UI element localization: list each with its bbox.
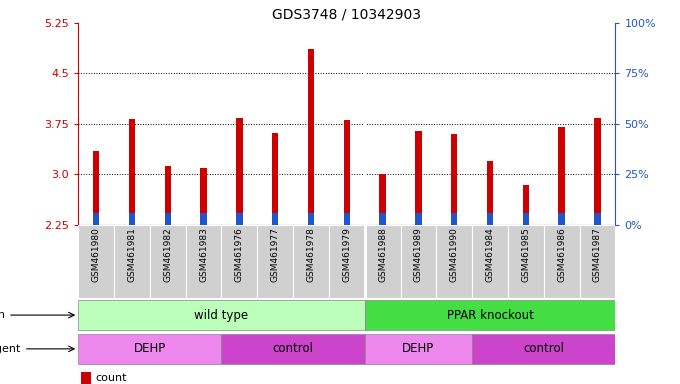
Bar (78, 334, 222, 364)
Text: GSM461983: GSM461983 (199, 227, 208, 282)
Bar (78, 300, 364, 330)
Bar (451, 134, 458, 225)
Bar (165, 213, 171, 225)
Text: GSM461977: GSM461977 (271, 227, 279, 282)
Bar (222, 225, 257, 298)
Bar (78, 225, 114, 298)
Bar (93, 213, 99, 225)
Text: GSM461979: GSM461979 (342, 227, 352, 282)
Text: GSM461984: GSM461984 (486, 227, 494, 281)
Text: GSM461987: GSM461987 (593, 227, 602, 282)
Bar (93, 151, 99, 225)
Bar (129, 213, 135, 225)
Bar (508, 225, 544, 298)
Bar (222, 334, 364, 364)
Title: GDS3748 / 10342903: GDS3748 / 10342903 (272, 8, 422, 22)
Bar (329, 225, 364, 298)
Text: GSM461988: GSM461988 (378, 227, 387, 282)
Bar (544, 225, 579, 298)
Text: GSM461978: GSM461978 (307, 227, 316, 282)
Bar (272, 132, 278, 225)
Text: GSM461980: GSM461980 (92, 227, 101, 282)
Bar (451, 213, 458, 225)
Text: GSM461990: GSM461990 (449, 227, 459, 282)
Text: count: count (95, 373, 127, 383)
Bar (308, 213, 314, 225)
Bar (201, 213, 207, 225)
Bar (487, 213, 493, 225)
Bar (472, 334, 615, 364)
Text: GSM461982: GSM461982 (163, 227, 172, 281)
Text: GSM461985: GSM461985 (522, 227, 530, 282)
Bar (379, 213, 386, 225)
Bar (415, 213, 422, 225)
Bar (437, 225, 472, 298)
Bar (186, 225, 222, 298)
Bar (201, 167, 207, 225)
Bar (523, 185, 529, 225)
Text: GSM461976: GSM461976 (235, 227, 244, 282)
Bar (129, 119, 135, 225)
Text: DEHP: DEHP (134, 343, 166, 355)
Text: GSM461986: GSM461986 (557, 227, 566, 282)
Text: agent: agent (0, 344, 74, 354)
Bar (415, 131, 422, 225)
Text: PPAR knockout: PPAR knockout (447, 309, 534, 321)
Bar (558, 127, 565, 225)
Bar (594, 119, 600, 225)
Bar (82, 372, 91, 384)
Bar (401, 225, 437, 298)
Bar (364, 300, 615, 330)
Text: control: control (273, 343, 313, 355)
Bar (487, 161, 493, 225)
Bar (472, 225, 508, 298)
Bar (150, 225, 186, 298)
Bar (379, 174, 386, 225)
Bar (364, 225, 401, 298)
Bar (343, 213, 350, 225)
Bar (343, 121, 350, 225)
Text: DEHP: DEHP (403, 343, 435, 355)
Bar (308, 49, 314, 225)
Bar (257, 225, 293, 298)
Text: control: control (524, 343, 564, 355)
Bar (364, 334, 472, 364)
Bar (165, 166, 171, 225)
Bar (236, 119, 243, 225)
Bar (594, 213, 600, 225)
Bar (272, 213, 278, 225)
Bar (114, 225, 150, 298)
Bar (558, 213, 565, 225)
Bar (236, 213, 243, 225)
Text: genotype/variation: genotype/variation (0, 310, 74, 320)
Bar (293, 225, 329, 298)
Bar (523, 213, 529, 225)
Text: GSM461981: GSM461981 (127, 227, 137, 282)
Text: wild type: wild type (194, 309, 248, 321)
Bar (579, 225, 615, 298)
Text: GSM461989: GSM461989 (414, 227, 423, 282)
